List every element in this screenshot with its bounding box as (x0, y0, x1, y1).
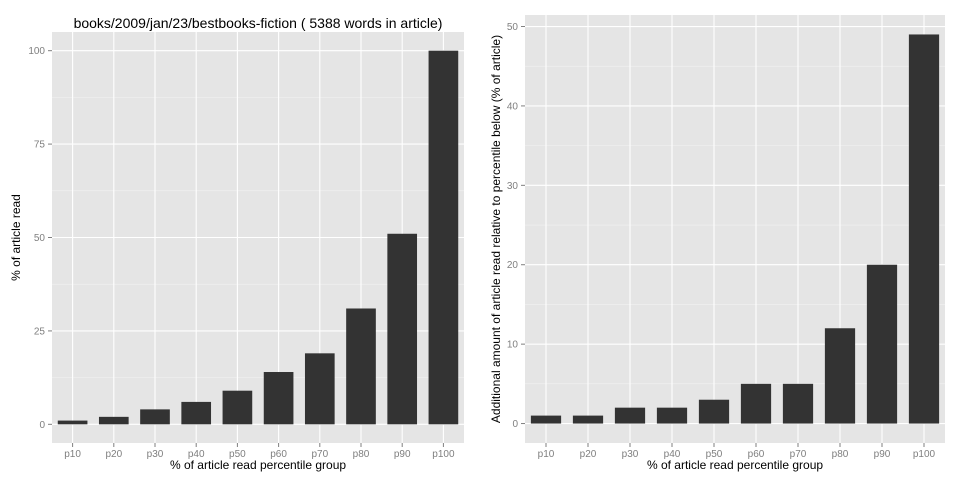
bar (614, 407, 646, 424)
y-tick-label: 0 (39, 420, 45, 431)
bar (387, 233, 418, 425)
bar (866, 264, 898, 424)
bar (824, 328, 856, 424)
y-tick-label: 100 (28, 46, 45, 57)
left-bars (57, 50, 459, 425)
bar (656, 407, 688, 424)
x-tick-label: p20 (105, 449, 122, 460)
y-tick-label: 50 (507, 22, 519, 33)
x-tick-label: p10 (64, 449, 81, 460)
bar (181, 401, 212, 425)
bar (428, 50, 459, 425)
bar (782, 383, 814, 424)
x-tick-label: p50 (229, 449, 246, 460)
x-tick-label: p20 (580, 449, 597, 460)
bar (908, 34, 940, 424)
x-tick-label: p70 (790, 449, 807, 460)
x-tick-label: p10 (538, 449, 555, 460)
left-x-axis: p10 p20 p30 p40 p50 p60 p70 p80 p90 p100 (64, 443, 455, 460)
y-tick-label: 20 (507, 260, 519, 271)
bar (140, 409, 170, 425)
x-tick-label: p100 (432, 449, 455, 460)
bar (263, 372, 294, 425)
x-tick-label: p90 (394, 449, 411, 460)
y-tick-label: 75 (34, 140, 46, 151)
left-x-axis-title: % of article read percentile group (170, 458, 346, 472)
x-tick-label: p30 (147, 449, 164, 460)
right-y-axis-title: Additional amount of article read relati… (489, 35, 503, 423)
y-tick-label: 10 (507, 340, 519, 351)
x-tick-label: p60 (748, 449, 765, 460)
left-y-axis-title: % of article read (9, 194, 23, 281)
y-tick-label: 0 (512, 419, 518, 430)
y-tick-label: 40 (507, 101, 519, 112)
x-tick-label: p30 (622, 449, 639, 460)
x-tick-label: p60 (270, 449, 287, 460)
right-x-axis-title: % of article read percentile group (647, 458, 823, 472)
x-tick-label: p40 (664, 449, 681, 460)
bar (698, 399, 730, 424)
left-y-axis: 0 25 50 75 100 (28, 46, 52, 431)
right-bars (530, 34, 940, 424)
y-tick-label: 30 (507, 181, 519, 192)
bar (98, 416, 129, 425)
right-x-axis: p10 p20 p30 p40 p50 p60 p70 p80 p90 p100 (538, 443, 936, 460)
bar (222, 390, 253, 425)
bar (346, 308, 376, 425)
bar (572, 415, 604, 424)
x-tick-label: p80 (832, 449, 849, 460)
x-tick-label: p100 (913, 449, 936, 460)
left-chart-title: books/2009/jan/23/bestbooks-fiction ( 53… (74, 15, 443, 31)
bar (304, 353, 335, 425)
bar (57, 420, 88, 425)
y-tick-label: 25 (34, 326, 46, 337)
right-y-axis: 0 10 20 30 40 50 (507, 22, 525, 430)
y-tick-label: 50 (34, 233, 46, 244)
bar (740, 383, 772, 424)
x-tick-label: p80 (353, 449, 370, 460)
x-tick-label: p40 (188, 449, 205, 460)
x-tick-label: p50 (706, 449, 723, 460)
x-tick-label: p90 (874, 449, 891, 460)
x-tick-label: p70 (311, 449, 328, 460)
bar (530, 415, 562, 424)
